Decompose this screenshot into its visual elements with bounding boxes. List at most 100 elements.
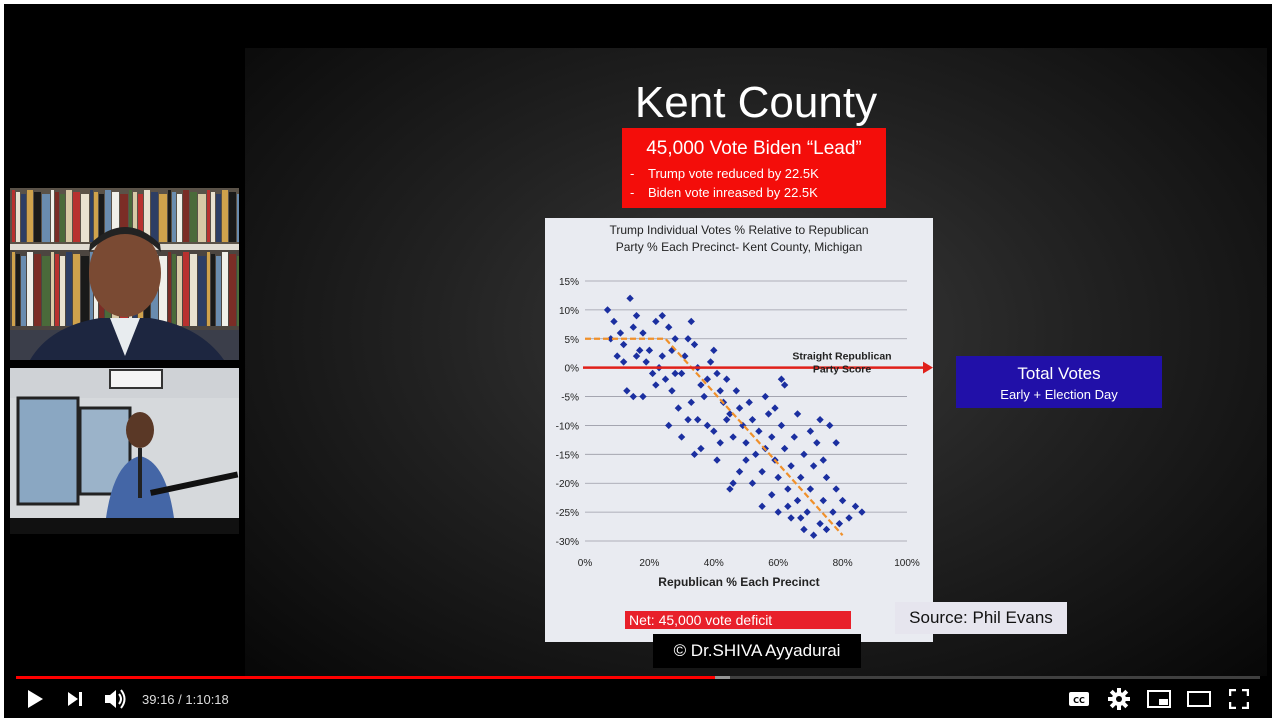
x-tick-label: 40%	[704, 558, 724, 569]
scatter-point	[758, 502, 766, 511]
scatter-point	[665, 323, 673, 331]
book-spine	[27, 252, 33, 326]
miniplayer-button[interactable]	[1144, 684, 1174, 714]
scatter-point	[723, 375, 731, 383]
scatter-point	[645, 346, 654, 355]
webcam-divider	[10, 518, 239, 534]
scatter-point	[639, 329, 647, 337]
fullscreen-icon	[1229, 689, 1249, 709]
total-votes-title: Total Votes	[1017, 364, 1101, 383]
net-label: Net: 45,000 vote deficit	[629, 612, 772, 628]
scatter-point	[793, 410, 802, 418]
chart-background	[545, 218, 933, 642]
volume-icon	[105, 689, 126, 709]
scatter-point	[735, 404, 744, 412]
next-icon	[68, 692, 82, 706]
time-display: 39:16 / 1:10:18	[142, 692, 229, 707]
progress-bar[interactable]	[16, 676, 1260, 679]
scatter-point	[835, 519, 844, 528]
book-spine	[94, 192, 98, 242]
scatter-point	[787, 514, 795, 522]
source-label: Source: Phil Evans	[895, 602, 1067, 634]
settings-button[interactable]	[1104, 684, 1134, 714]
mute-button[interactable]	[100, 684, 130, 714]
scatter-point	[845, 514, 853, 522]
lead-item-text: Biden vote inreased by 22.5K	[648, 185, 818, 200]
scatter-point	[816, 519, 824, 528]
progress-played	[16, 676, 715, 679]
chart-title: Party % Each Precinct- Kent County, Mich…	[616, 240, 863, 254]
scatter-point	[658, 352, 666, 360]
lead-item: - Trump vote reduced by 22.5K	[630, 166, 819, 181]
lead-headline: 45,000 Vote Biden “Lead”	[646, 138, 862, 159]
scatter-point	[665, 421, 673, 430]
x-tick-label: 0%	[578, 558, 593, 569]
book-spine	[216, 194, 221, 242]
scatter-point	[690, 340, 699, 349]
book-spine	[138, 194, 143, 242]
y-tick-label: 5%	[565, 335, 580, 346]
net-label-bar	[625, 611, 851, 629]
book-spine	[99, 194, 104, 242]
book-spine	[237, 256, 239, 326]
player-controls: 39:16 / 1:10:18 CC	[4, 680, 1272, 718]
time-current: 39:16	[142, 692, 175, 707]
theater-button[interactable]	[1184, 684, 1214, 714]
book-spine	[183, 190, 189, 242]
book-spine	[129, 190, 132, 242]
scatter-point	[603, 306, 612, 314]
lead-box: 45,000 Vote Biden “Lead” - Trump vote red…	[622, 128, 886, 208]
scatter-point	[800, 525, 808, 534]
book-spine	[112, 192, 119, 242]
x-tick-label: 60%	[768, 558, 788, 569]
book-spine	[90, 190, 93, 242]
slide-stage: Kent County 45,000 Vote Biden “Lead” - Tr…	[245, 48, 1267, 676]
scatter-point	[690, 450, 699, 459]
scatter-point	[697, 381, 705, 389]
captions-button[interactable]: CC	[1064, 684, 1094, 714]
scatter-point	[629, 392, 637, 401]
scatter-point	[619, 358, 628, 366]
time-separator: /	[174, 692, 186, 707]
fullscreen-button[interactable]	[1224, 684, 1254, 714]
book-spine	[21, 194, 26, 242]
svg-text:CC: CC	[1073, 696, 1085, 705]
lead-bullet: -	[630, 166, 635, 181]
x-tick-label: 80%	[833, 558, 853, 569]
x-tick-label: 100%	[894, 558, 920, 569]
copyright-label: © Dr.SHIVA Ayyadurai	[653, 634, 861, 668]
next-button[interactable]	[60, 684, 90, 714]
trend-line	[585, 337, 844, 536]
book-spine	[190, 254, 197, 326]
scatter-point	[838, 496, 847, 505]
book-spine	[60, 194, 65, 242]
scatter-point	[771, 404, 779, 412]
book-spine	[216, 256, 221, 326]
scatter-point	[687, 398, 695, 407]
book-spine	[133, 192, 137, 242]
scatter-point	[809, 462, 818, 470]
book-spine	[16, 254, 20, 326]
book-spine	[42, 194, 50, 242]
book-spine	[66, 252, 72, 326]
total-votes-subtitle: Early + Election Day	[1000, 387, 1118, 402]
book-spine	[211, 192, 215, 242]
book-spine	[168, 252, 171, 326]
book-spine	[159, 194, 167, 242]
lead-item-text: Trump vote reduced by 22.5K	[648, 166, 819, 181]
scatter-point	[780, 444, 789, 453]
book-spine	[34, 254, 41, 326]
book-spine	[207, 190, 210, 242]
book-spine	[207, 252, 210, 326]
video-player[interactable]: Kent County 45,000 Vote Biden “Lead” - Tr…	[4, 4, 1272, 718]
book-spine	[172, 254, 176, 326]
scatter-point	[832, 439, 840, 447]
play-button[interactable]	[20, 684, 50, 714]
book-spine	[21, 256, 26, 326]
chart-annotation: Straight Republican	[792, 351, 891, 363]
book-spine	[237, 194, 239, 242]
book-spine	[144, 190, 150, 242]
book-spine	[177, 256, 182, 326]
book-spine	[177, 194, 182, 242]
y-tick-label: -5%	[561, 393, 579, 404]
